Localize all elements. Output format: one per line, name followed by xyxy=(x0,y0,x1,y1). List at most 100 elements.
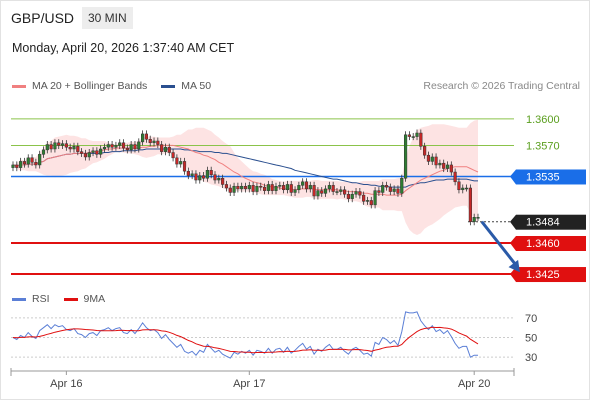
rsi-tick-50: 50 xyxy=(525,333,537,345)
candle-body xyxy=(270,184,274,191)
candle-body xyxy=(152,140,156,144)
candle-body xyxy=(221,178,225,185)
candle-body xyxy=(201,175,206,179)
candle-body xyxy=(396,188,400,194)
x-tick-label: Apr 16 xyxy=(50,378,82,390)
candle-body xyxy=(331,185,335,192)
x-tick-label: Apr 20 xyxy=(458,378,490,390)
candle-body xyxy=(381,185,385,193)
support-level-1-3425-label: 1.3425 xyxy=(526,269,560,281)
candle-body xyxy=(217,178,221,181)
candle-body xyxy=(468,187,472,222)
candle-body xyxy=(171,152,175,159)
candle-body xyxy=(472,217,476,222)
candle-body xyxy=(125,147,129,151)
candle-body xyxy=(49,144,53,150)
last-price-level-1-3484-tag xyxy=(516,214,586,230)
candle-body xyxy=(76,146,80,152)
candle-body xyxy=(384,185,389,188)
candle-body xyxy=(186,170,190,176)
candle-body xyxy=(335,191,339,193)
candle-body xyxy=(80,151,84,154)
legend-rsi-swatch xyxy=(12,297,26,301)
candle-body xyxy=(419,132,423,147)
last-price-level-1-3484-tag-pointer xyxy=(510,214,516,230)
legend-ma50-swatch xyxy=(161,84,176,88)
candle-body xyxy=(316,190,320,197)
candle-body xyxy=(430,156,434,162)
candle-body xyxy=(403,134,408,179)
candle-body xyxy=(354,191,358,195)
candle-body xyxy=(251,185,255,192)
legend-ma20-label: MA 20 + Bollinger Bands xyxy=(32,80,148,92)
candle-body xyxy=(369,200,373,206)
candle-body xyxy=(373,190,377,206)
candle-body xyxy=(266,184,270,191)
pivot-level-1-3535-label: 1.3535 xyxy=(526,171,560,183)
candle-body xyxy=(213,174,217,181)
candle-body xyxy=(243,185,248,190)
candle-body xyxy=(304,181,309,190)
rsi-line xyxy=(12,311,478,359)
candle-body xyxy=(476,217,480,219)
candle-body xyxy=(87,152,91,158)
candle-body xyxy=(461,187,465,191)
candle-body xyxy=(11,164,15,168)
support-level-1-3460-tag xyxy=(516,235,586,251)
candle-body xyxy=(377,190,381,193)
resistance-level-1-3600-label: 1.3600 xyxy=(526,114,560,126)
legend-rsi-label: RSI xyxy=(32,293,50,305)
legend-ma9-label: 9MA xyxy=(83,293,106,305)
candle-body xyxy=(34,162,38,166)
candle-body xyxy=(285,184,290,191)
candle-body xyxy=(240,185,244,190)
candle-body xyxy=(449,164,453,173)
rsi-tick-70: 70 xyxy=(525,313,537,325)
legend-ma9: 9MA xyxy=(63,293,106,305)
candle-body xyxy=(236,185,240,190)
candle-body xyxy=(60,143,65,146)
candle-body xyxy=(102,146,107,150)
candle-body xyxy=(434,156,438,166)
forecast-arrow-shaft xyxy=(480,220,519,268)
candle-body xyxy=(209,170,213,175)
candle-body xyxy=(464,187,469,190)
candle-body xyxy=(198,175,202,181)
symbol-title: GBP/USD xyxy=(11,10,75,26)
candle-body xyxy=(358,191,362,196)
legend-ma20-swatch xyxy=(12,84,26,88)
chart-datetime: Monday, April 20, 2026 1:37:40 AM CET xyxy=(12,41,235,55)
last-price-level-1-3484-label: 1.3484 xyxy=(526,217,560,229)
candle-body xyxy=(133,144,137,150)
candle-body xyxy=(247,185,251,190)
candle-body xyxy=(259,185,263,188)
candle-body xyxy=(72,146,76,150)
timeframe-badge[interactable]: 30 MIN xyxy=(82,7,133,29)
candle-body xyxy=(388,186,392,192)
candle-body xyxy=(343,189,347,195)
candle-body xyxy=(175,157,179,165)
candle-body xyxy=(91,150,95,153)
candle-body xyxy=(45,144,49,151)
candle-body xyxy=(445,164,450,169)
candle-body xyxy=(30,157,34,163)
support-level-1-3460-label: 1.3460 xyxy=(526,238,560,250)
candle-body xyxy=(19,161,23,168)
candle-body xyxy=(57,142,61,146)
candle-body xyxy=(293,189,297,193)
candle-body xyxy=(224,184,229,189)
x-tick-label: Apr 17 xyxy=(233,378,265,390)
candle-body xyxy=(312,185,316,197)
candle-body xyxy=(99,148,103,155)
candle-body xyxy=(297,185,301,191)
legend-ma50-label: MA 50 xyxy=(181,80,212,92)
candle-body xyxy=(121,142,126,149)
candle-body xyxy=(442,162,446,169)
candle-body xyxy=(163,146,168,152)
candle-body xyxy=(68,146,72,150)
candle-body xyxy=(141,133,145,143)
candle-body xyxy=(426,154,431,162)
ma20-line xyxy=(12,144,479,196)
candle-body xyxy=(182,161,187,172)
